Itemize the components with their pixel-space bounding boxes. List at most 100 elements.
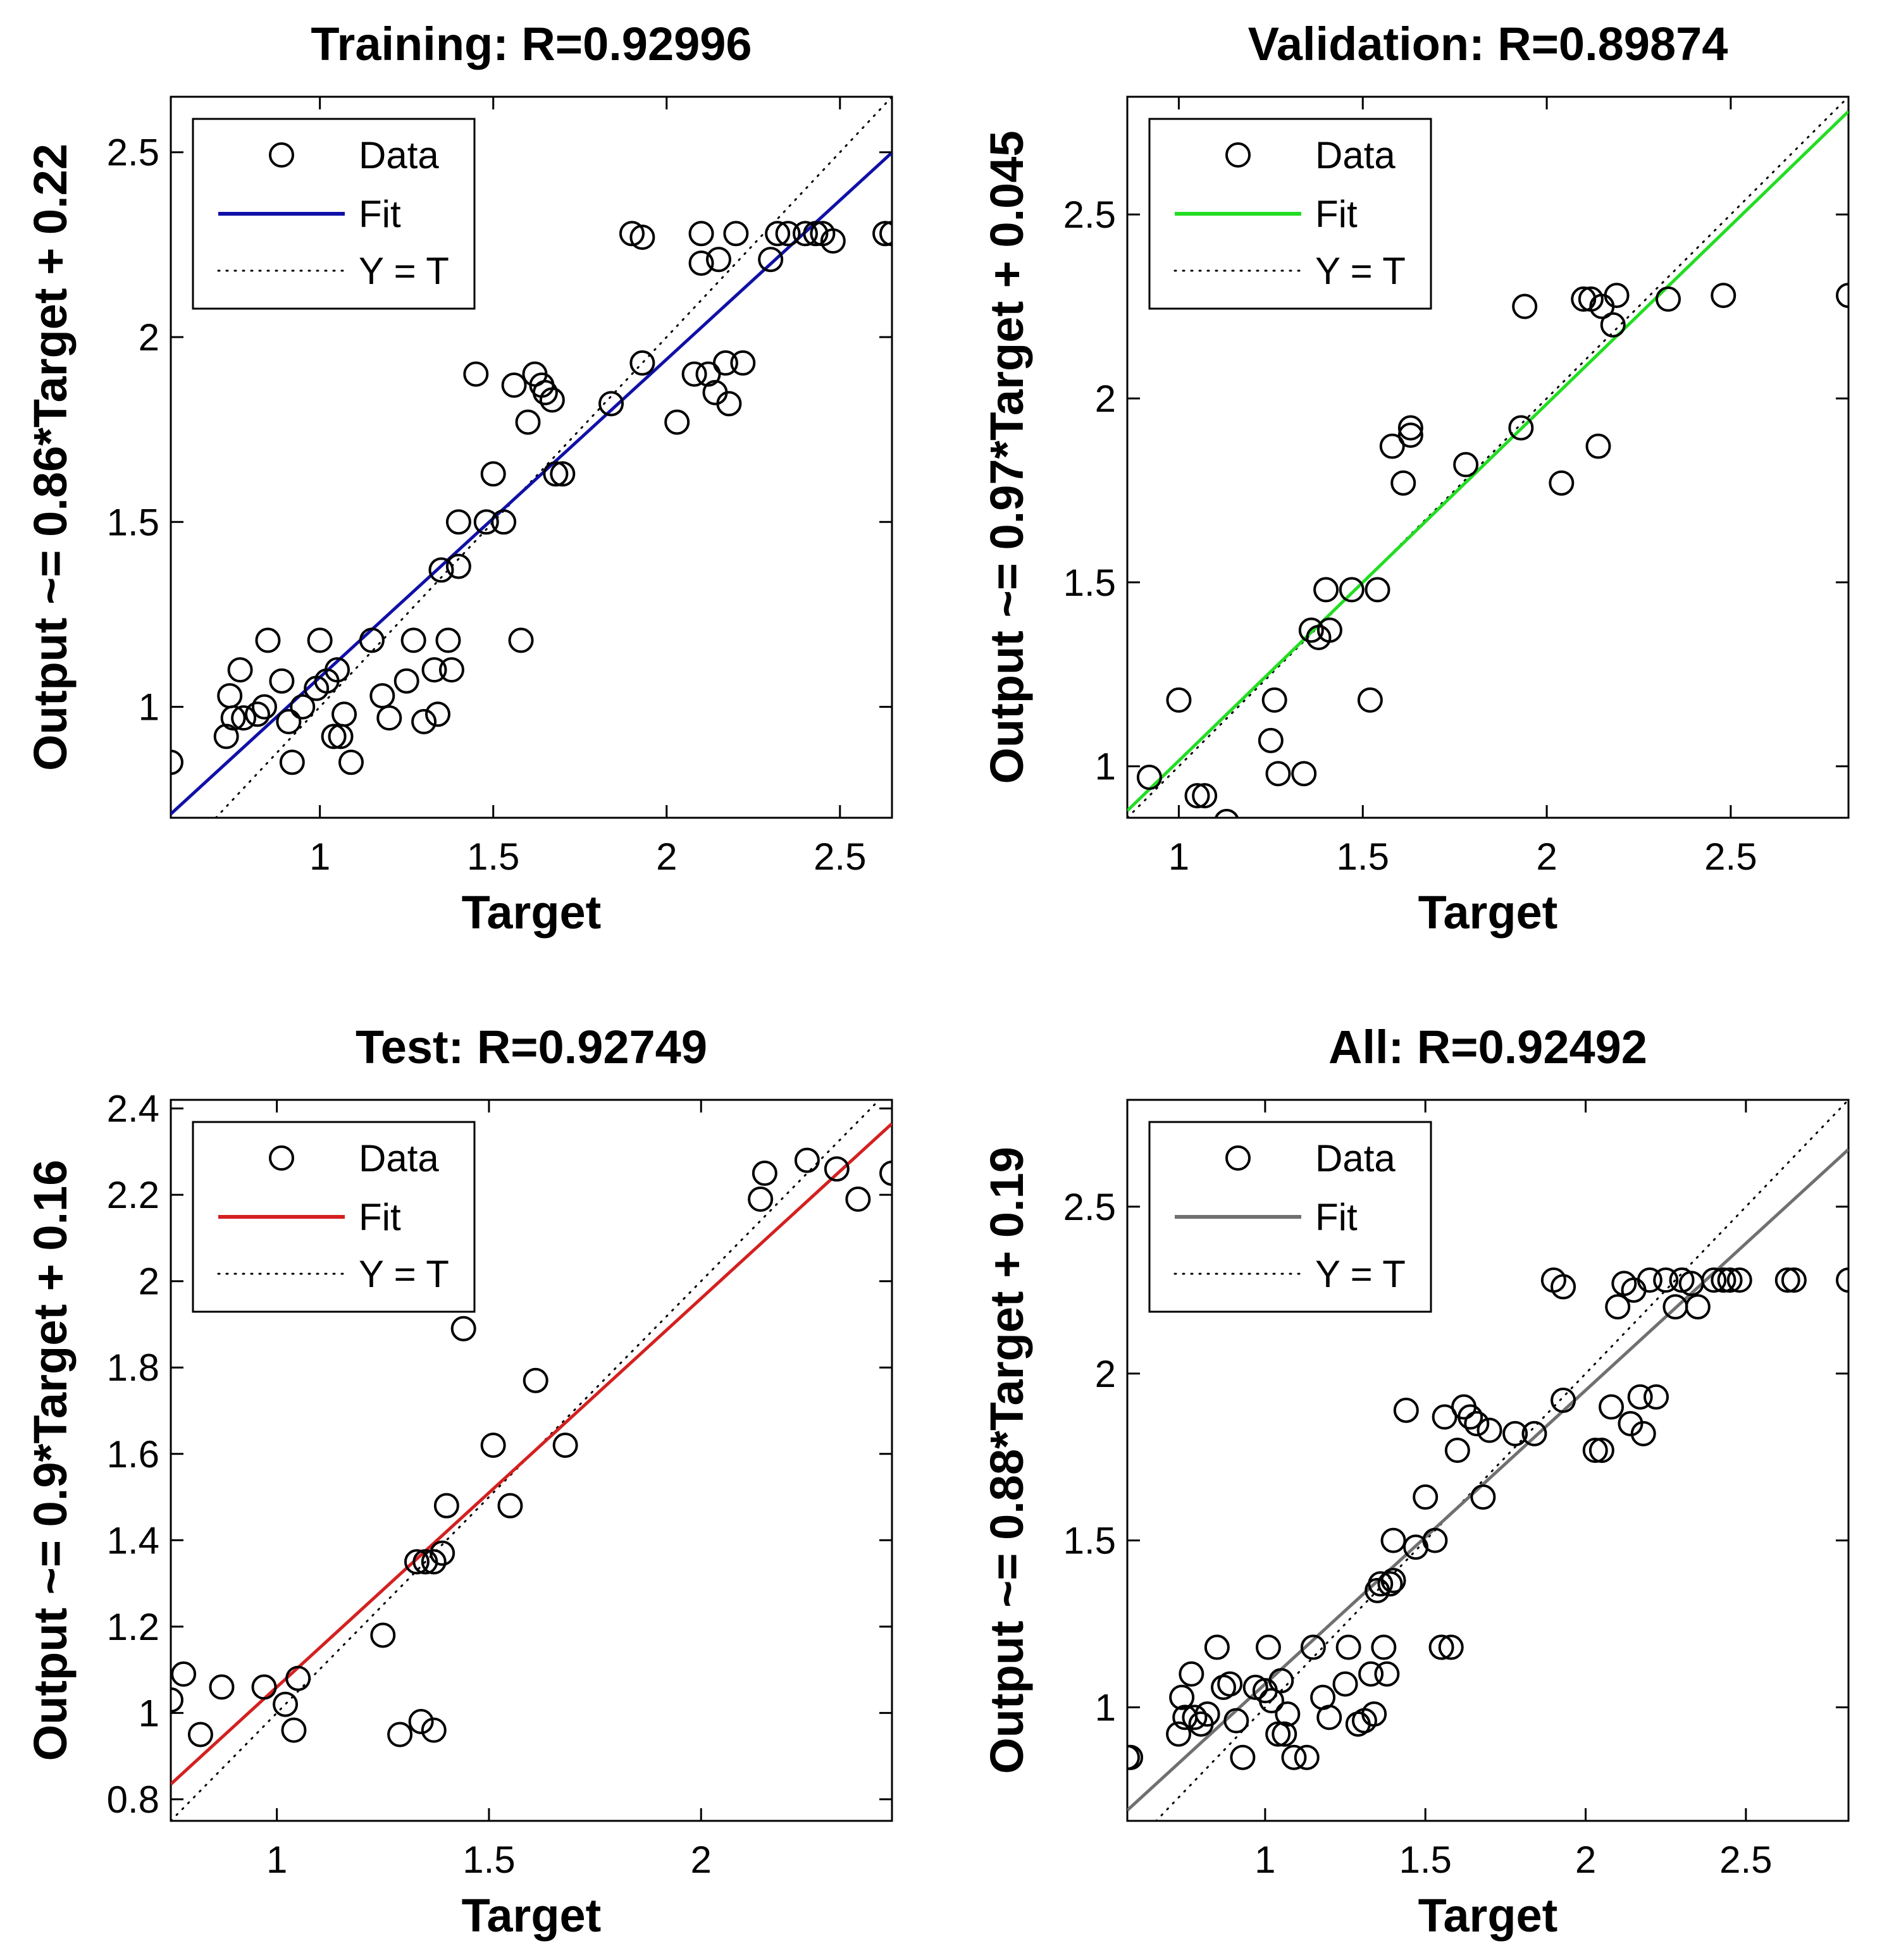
data-point <box>1711 283 1737 309</box>
data-point <box>1365 577 1390 603</box>
data-point <box>213 724 239 749</box>
data-point <box>1377 1571 1403 1597</box>
data-point <box>1585 433 1611 459</box>
data-point <box>820 228 846 254</box>
legend-data-label: Data <box>1315 1137 1396 1180</box>
data-point <box>473 509 499 535</box>
x-tick-label: 1.5 <box>1337 835 1389 878</box>
x-tick-label: 2.5 <box>1719 1839 1772 1881</box>
chart-title: Validation: R=0.89874 <box>1248 18 1728 70</box>
data-point <box>359 627 385 653</box>
plot-area <box>1127 1100 1848 1821</box>
x-axis-label: Target <box>1418 1889 1558 1942</box>
data-point <box>1397 415 1423 441</box>
data-point <box>1774 1267 1800 1293</box>
x-tick-label: 1.5 <box>1399 1839 1451 1881</box>
y-tick-label: 1.5 <box>107 501 159 543</box>
data-point <box>1182 1704 1208 1730</box>
data-point <box>1192 783 1218 809</box>
y-tick-label: 1.4 <box>107 1519 159 1562</box>
data-point <box>1217 1671 1243 1697</box>
y-tick-label: 2.5 <box>107 132 159 174</box>
data-point <box>1428 1634 1454 1660</box>
data-point <box>171 749 183 775</box>
data-point <box>497 1493 523 1519</box>
data-point <box>421 1717 447 1743</box>
data-point <box>1127 1744 1144 1770</box>
data-point <box>803 221 829 247</box>
data-point <box>1184 783 1210 809</box>
y-tick-label: 2 <box>139 1260 159 1303</box>
data-point <box>705 247 731 273</box>
data-point <box>445 553 471 579</box>
data-point <box>1600 312 1626 338</box>
data-point <box>1656 286 1681 312</box>
data-point <box>508 627 534 653</box>
data-point <box>1259 1688 1284 1713</box>
data-point <box>539 387 565 413</box>
data-point <box>1335 1634 1361 1660</box>
data-point <box>408 1708 434 1734</box>
data-point <box>1316 617 1342 643</box>
data-point <box>290 694 316 720</box>
y-tick-label: 1 <box>1095 746 1116 788</box>
data-point <box>1618 1410 1644 1436</box>
data-point <box>845 1186 871 1212</box>
x-axis-label: Target <box>462 1889 602 1942</box>
data-point <box>758 247 784 273</box>
x-tick-label: 2 <box>656 835 677 878</box>
data-point <box>1291 761 1317 787</box>
y-tick-label: 2.5 <box>1063 1186 1116 1228</box>
data-point <box>1357 687 1383 713</box>
legend: Data Fit Y = T <box>1148 1121 1432 1313</box>
x-tick-label: 1 <box>1254 1839 1275 1881</box>
data-point <box>231 705 257 731</box>
panel-training: Training: R=0.92996 1 1.5 2 2.5 1 1.5 2 2.5 Targe… <box>24 18 893 939</box>
data-point <box>543 461 569 487</box>
data-point <box>619 221 645 247</box>
data-point <box>1300 1634 1326 1660</box>
data-point <box>1265 1721 1291 1747</box>
legend-identity-label: Y = T <box>359 1253 449 1295</box>
data-point <box>220 705 246 731</box>
data-point <box>688 250 714 276</box>
data-point <box>438 657 464 683</box>
data-point <box>1627 1384 1653 1410</box>
data-point <box>681 361 707 387</box>
data-point <box>1726 1267 1752 1293</box>
data-point <box>1313 577 1339 603</box>
data-point <box>1339 577 1365 603</box>
data-point <box>501 373 527 398</box>
data-point <box>712 350 738 376</box>
data-point <box>435 627 461 653</box>
data-point <box>1551 1274 1576 1300</box>
data-point <box>269 668 295 694</box>
data-point <box>331 701 357 727</box>
y-tick-label: 1.5 <box>1063 562 1116 604</box>
legend: Data Fit Y = T <box>1148 118 1432 310</box>
data-point <box>1464 1410 1490 1436</box>
data-point <box>425 701 451 727</box>
x-tick-label: 1.5 <box>462 1839 515 1881</box>
x-tick-label: 1 <box>1168 835 1189 878</box>
data-point <box>1605 1294 1631 1320</box>
data-point <box>187 1722 213 1747</box>
data-point <box>775 221 801 247</box>
data-point <box>1701 1267 1727 1293</box>
legend-data-marker <box>269 142 294 168</box>
data-point <box>1368 1571 1394 1597</box>
data-point <box>1258 727 1284 753</box>
data-point <box>1512 293 1538 319</box>
data-point <box>1453 452 1479 478</box>
y-axis-label: Output ~= 0.86*Target + 0.22 <box>24 144 77 771</box>
data-point <box>1380 1527 1406 1553</box>
data-point <box>1223 1708 1249 1734</box>
y-tick-label: 1.5 <box>1063 1520 1116 1562</box>
data-point <box>171 1661 197 1687</box>
x-axis-label: Target <box>1418 886 1558 939</box>
data-point <box>1380 1568 1406 1593</box>
data-point <box>532 379 558 405</box>
data-point <box>1371 1634 1397 1660</box>
x-tick-label: 2.5 <box>1704 835 1757 878</box>
y-tick-label: 2.4 <box>107 1088 159 1130</box>
